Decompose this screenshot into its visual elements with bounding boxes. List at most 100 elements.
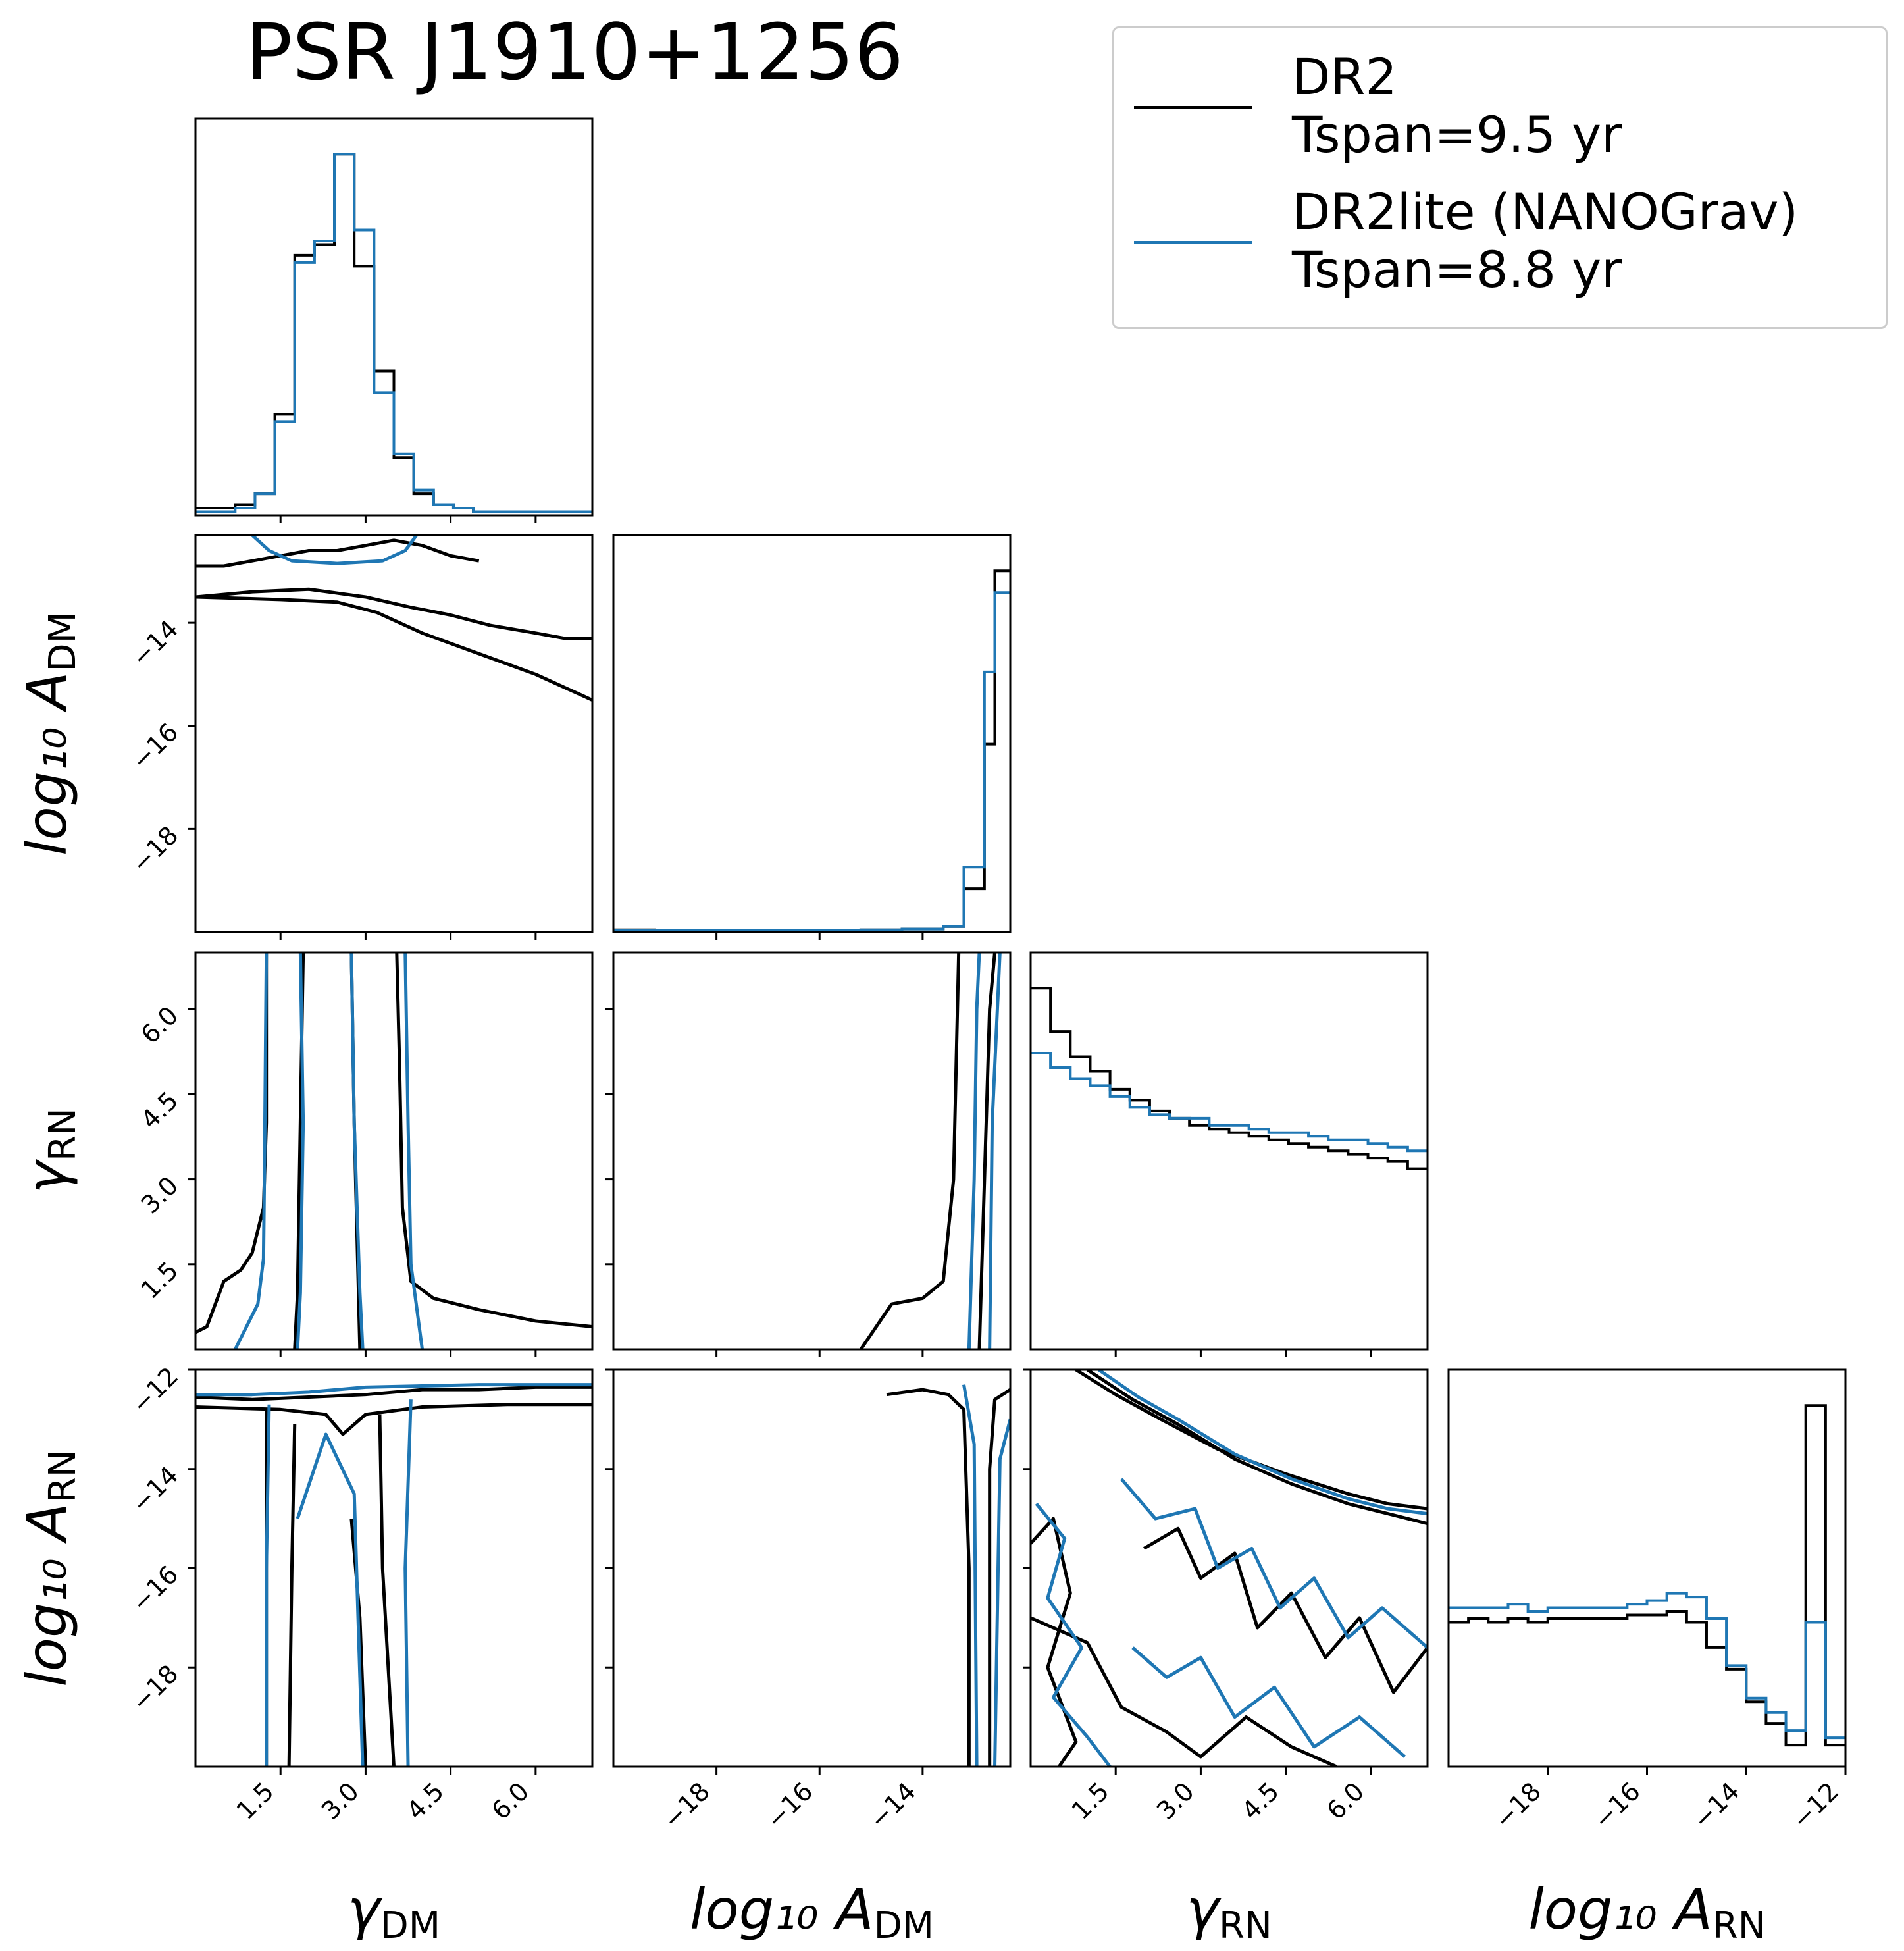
contour-log10_A_DM-gamma_DM-0 — [195, 538, 480, 568]
contour-log10_A_RN-gamma_DM-5 — [349, 1518, 367, 1767]
y-tick-label-log10_A_RN: −18 — [126, 1659, 184, 1717]
y-axis-label-log10_A_DM: log₁₀ ADM — [14, 611, 84, 856]
contour-log10_A_RN-gamma_DM-1 — [195, 1403, 592, 1436]
contour-gamma_RN-gamma_DM-7 — [403, 952, 425, 1349]
x-tick-label-log10_A_DM: −18 — [657, 1777, 715, 1834]
contour-gamma_RN-log10_A_DM-2 — [967, 952, 981, 1349]
x-tick-label-log10_A_DM: −14 — [863, 1777, 921, 1834]
x-tick-label-log10_A_RN: −14 — [1687, 1777, 1745, 1834]
histogram-log10_A_DM-series-1 — [613, 591, 1010, 932]
x-tick-label-log10_A_RN: −12 — [1787, 1777, 1845, 1834]
panel-log10_A_DM-gamma_DM: −18 −16 −14 — [126, 534, 594, 940]
x-axis-label-gamma_DM-sub: DM — [380, 1904, 440, 1947]
x-tick-label-gamma_RN: 6.0 — [1321, 1777, 1370, 1825]
x-tick-label-log10_A_DM: −16 — [761, 1777, 819, 1834]
contour-gamma_RN-log10_A_DM-1 — [977, 952, 996, 1349]
x-axis-label-gamma_RN-main: γ — [1186, 1877, 1222, 1942]
panel-frame — [612, 951, 1012, 1351]
x-axis-label-gamma_RN-sub: RN — [1219, 1904, 1272, 1947]
x-axis-label-gamma_DM: γDM — [347, 1877, 440, 1947]
contour-log10_A_RN-gamma_DM-9 — [403, 1399, 413, 1767]
contour-log10_A_DM-gamma_DM-2 — [195, 595, 592, 702]
x-tick-label-gamma_RN: 3.0 — [1151, 1777, 1200, 1825]
histogram-gamma_RN-series-1 — [1031, 1052, 1428, 1153]
x-axis-label-gamma_RN: γRN — [1186, 1877, 1272, 1947]
contour-gamma_RN-gamma_DM-4 — [234, 952, 269, 1349]
x-axis-label-log10_A_RN-main: log₁₀ A — [1528, 1877, 1712, 1942]
histogram-gamma_DM-series-1 — [195, 153, 592, 513]
panel-frame — [194, 117, 594, 517]
panel-gamma_RN-gamma_RN — [1029, 951, 1429, 1357]
y-axis-label-gamma_RN: γRN — [14, 1108, 84, 1194]
panel-frame — [612, 1368, 1012, 1768]
contour-gamma_RN-gamma_DM-3 — [395, 952, 592, 1329]
histogram-log10_A_RN-series-0 — [1449, 1404, 1845, 1747]
x-axis-label-log10_A_DM: log₁₀ ADM — [690, 1877, 934, 1947]
contour-gamma_RN-gamma_DM-6 — [349, 952, 365, 1349]
histogram-gamma_RN-series-0 — [1031, 987, 1428, 1170]
panel-gamma_RN-gamma_DM: 1.5 3.0 4.5 6.0 — [136, 951, 594, 1357]
panel-frame — [612, 534, 1012, 933]
x-axis-label-log10_A_RN-sub: RN — [1712, 1904, 1766, 1947]
legend-label-dr2lite: DR2lite (NANOGrav) Tspan=8.8 yr — [1292, 183, 1798, 299]
panel-gamma_RN-log10_A_DM — [605, 951, 1012, 1357]
contour-gamma_RN-log10_A_DM-0 — [859, 952, 961, 1349]
y-axis-label-log10_A_DM-main: log₁₀ A — [14, 671, 79, 856]
y-tick-label-gamma_RN: 4.5 — [136, 1086, 184, 1135]
legend-dr2lite-line1: DR2lite (NANOGrav) — [1292, 182, 1799, 241]
legend-dr2-line1: DR2 — [1292, 47, 1397, 106]
contour-log10_A_RN-gamma_DM-0 — [195, 1385, 592, 1401]
histogram-log10_A_DM-series-0 — [613, 569, 1010, 932]
contour-log10_A_RN-gamma_RN-1 — [1086, 1370, 1428, 1526]
contour-log10_A_RN-gamma_DM-6 — [195, 1383, 592, 1397]
legend-dr2lite-line2: Tspan=8.8 yr — [1292, 240, 1622, 299]
contour-log10_A_RN-log10_A_DM-3 — [993, 1418, 1010, 1767]
contour-log10_A_RN-log10_A_DM-1 — [988, 1388, 1010, 1767]
legend-entry-dr2: DR2 Tspan=9.5 yr — [1114, 28, 1886, 164]
legend-dr2-line2: Tspan=9.5 yr — [1292, 105, 1622, 164]
contour-log10_A_RN-log10_A_DM-0 — [886, 1388, 971, 1767]
y-axis-label-gamma_RN-main: γ — [14, 1158, 79, 1194]
histogram-log10_A_RN-series-1 — [1449, 1592, 1845, 1740]
x-axis-label-gamma_DM-main: γ — [347, 1877, 383, 1942]
y-tick-label-gamma_RN: 6.0 — [136, 1001, 184, 1049]
contour-gamma_RN-log10_A_DM-3 — [988, 952, 1002, 1349]
panel-log10_A_DM-log10_A_DM — [612, 534, 1012, 940]
x-tick-label-gamma_DM: 1.5 — [231, 1777, 280, 1825]
x-axis-label-log10_A_RN: log₁₀ ARN — [1528, 1877, 1765, 1947]
y-axis-label-log10_A_RN-sub: RN — [41, 1449, 84, 1503]
y-tick-label-log10_A_RN: −16 — [126, 1560, 184, 1618]
x-tick-label-gamma_DM: 4.5 — [401, 1777, 450, 1825]
x-tick-label-gamma_DM: 3.0 — [316, 1777, 365, 1825]
y-tick-label-gamma_RN: 1.5 — [136, 1256, 184, 1305]
y-axis-label-gamma_RN-sub: RN — [41, 1108, 84, 1161]
y-tick-label-gamma_RN: 3.0 — [136, 1171, 184, 1220]
contour-log10_A_RN-gamma_RN-3 — [1031, 1517, 1078, 1767]
contour-log10_A_RN-gamma_DM-4 — [378, 1414, 396, 1767]
contour-log10_A_DM-gamma_DM-3 — [251, 535, 418, 565]
legend-label-dr2: DR2 Tspan=9.5 yr — [1292, 48, 1622, 164]
panel-gamma_DM-gamma_DM — [194, 117, 594, 523]
y-tick-label-log10_A_DM: −18 — [126, 821, 184, 879]
contour-log10_A_RN-gamma_RN-6 — [1035, 1502, 1112, 1767]
panel-log10_A_RN-log10_A_RN: −18 −16 −14 −12 — [1447, 1368, 1847, 1834]
panel-frame — [194, 951, 594, 1351]
contour-log10_A_RN-gamma_DM-3 — [287, 1424, 297, 1767]
y-axis-label-log10_A_RN-main: log₁₀ A — [14, 1503, 79, 1687]
contour-log10_A_RN-gamma_RN-8 — [1131, 1646, 1406, 1758]
histogram-gamma_DM-series-0 — [195, 153, 592, 513]
chart-title: PSR J1910+1256 — [245, 7, 904, 97]
y-tick-label-log10_A_DM: −16 — [126, 717, 184, 775]
y-tick-label-log10_A_RN: −14 — [126, 1461, 184, 1519]
x-tick-label-gamma_RN: 1.5 — [1066, 1777, 1115, 1825]
panel-frame — [194, 534, 594, 933]
panel-frame — [194, 1368, 594, 1768]
x-axis-label-log10_A_DM-main: log₁₀ A — [690, 1877, 874, 1942]
x-tick-label-log10_A_RN: −18 — [1489, 1777, 1547, 1834]
x-axis-label-log10_A_DM-sub: DM — [874, 1904, 934, 1947]
contour-log10_A_RN-gamma_RN-7 — [1119, 1478, 1428, 1649]
contour-log10_A_RN-gamma_DM-8 — [296, 1432, 365, 1767]
x-tick-label-gamma_DM: 6.0 — [486, 1777, 534, 1825]
x-tick-label-gamma_RN: 4.5 — [1236, 1777, 1285, 1825]
